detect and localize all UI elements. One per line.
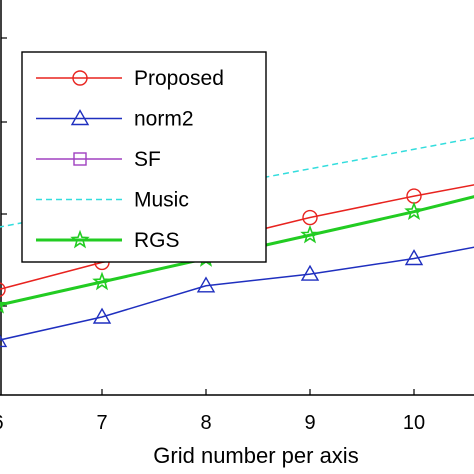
legend: Proposed norm2 SF Music RGS: [21, 51, 267, 263]
data-point: [0, 282, 6, 298]
data-point: [0, 334, 8, 348]
x-tick-label: 10: [403, 412, 425, 434]
legend-marker: [72, 70, 88, 86]
data-point: [0, 300, 8, 314]
x-tick-label: 8: [200, 412, 211, 434]
legend-entry: norm2: [36, 108, 194, 131]
x-tick-label: 6: [0, 412, 4, 434]
series-line: [0, 246, 474, 341]
legend-label: Music: [134, 189, 189, 212]
legend-entry: RGS: [36, 229, 180, 252]
legend-entry: SF: [36, 148, 161, 171]
x-axis-title: Grid number per axis: [153, 443, 358, 468]
legend-box: [21, 51, 267, 263]
legend-label: SF: [134, 148, 161, 171]
series-norm2: [0, 246, 474, 348]
data-point: [404, 201, 424, 221]
data-point: [92, 271, 112, 291]
data-point: [302, 209, 318, 226]
data-point: [300, 264, 320, 281]
x-tick-label: 9: [304, 412, 315, 434]
legend-marker: [70, 229, 90, 249]
legend-marker: [73, 152, 87, 166]
legend-entry: Music: [36, 189, 189, 212]
legend-marker: [70, 109, 90, 126]
legend-label: Proposed: [134, 67, 224, 90]
data-point: [196, 276, 216, 293]
legend-label: norm2: [134, 108, 194, 131]
data-point: [300, 224, 320, 244]
x-tick-label: 7: [96, 412, 107, 434]
legend-label: RGS: [134, 229, 180, 252]
data-point: [92, 307, 112, 324]
data-point: [404, 249, 424, 266]
legend-entry: Proposed: [36, 67, 224, 90]
x-ticks: 6 7 8 9 10: [0, 389, 425, 434]
